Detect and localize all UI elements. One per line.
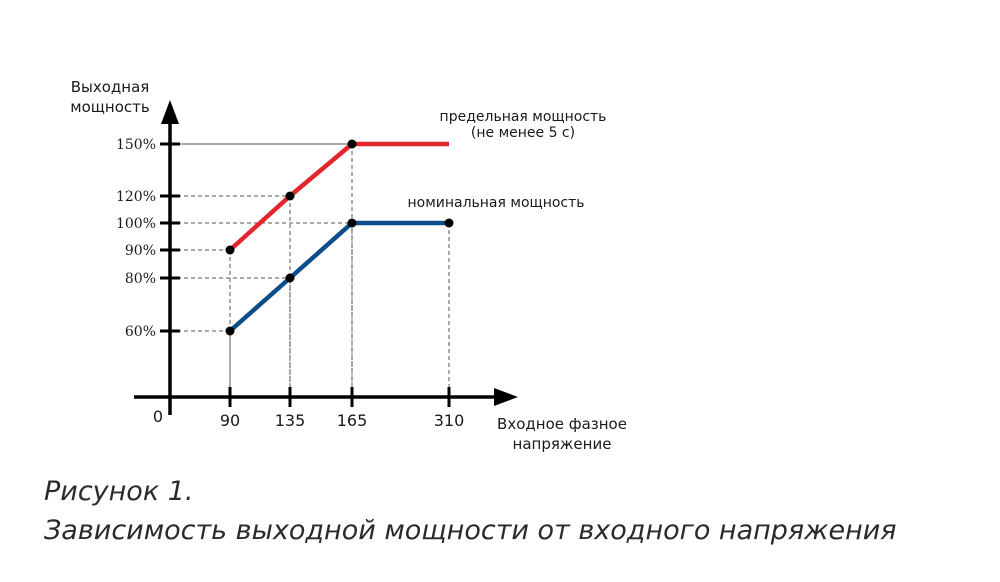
figure-caption: Зависимость выходной мощности от входног… bbox=[44, 515, 897, 546]
chart-labels: 60% 80% 90% 100% 120% 150% 90 135 165 310 0 Выходна… bbox=[70, 78, 627, 453]
data-point bbox=[285, 273, 295, 283]
data-point bbox=[444, 218, 454, 228]
series-label-limit: предельная мощность bbox=[440, 109, 607, 125]
x-axis-label: напряжение bbox=[513, 435, 612, 453]
data-point bbox=[225, 326, 235, 336]
series-label-limit-note: (не менее 5 с) bbox=[471, 125, 575, 141]
figure-number: Рисунок 1. bbox=[44, 476, 194, 507]
x-tick-label: 90 bbox=[220, 411, 240, 430]
axes bbox=[134, 100, 518, 415]
series-label-nominal: номинальная мощность bbox=[407, 195, 584, 211]
x-tick-label: 165 bbox=[337, 411, 368, 430]
series-line-limit bbox=[228, 141, 449, 252]
series-line-nominal bbox=[228, 220, 449, 333]
y-tick-label: 80% bbox=[125, 271, 156, 287]
x-axis-label: Входное фазное bbox=[497, 415, 627, 433]
y-axis-label: Выходная bbox=[71, 78, 150, 96]
series-layer bbox=[225, 139, 454, 336]
y-axis-arrow-icon bbox=[161, 100, 179, 124]
y-tick-label: 90% bbox=[125, 243, 156, 259]
x-tick-label: 135 bbox=[275, 411, 306, 430]
y-tick-label: 100% bbox=[116, 216, 156, 232]
power-voltage-chart: 60% 80% 90% 100% 120% 150% 90 135 165 310 0 Выходна… bbox=[70, 78, 627, 453]
y-tick-label: 150% bbox=[116, 137, 156, 153]
x-tick-label: 310 bbox=[434, 411, 465, 430]
data-point bbox=[347, 139, 357, 149]
origin-label: 0 bbox=[153, 407, 163, 426]
data-point bbox=[225, 245, 235, 255]
y-axis-label: мощность bbox=[70, 98, 149, 116]
y-tick-label: 120% bbox=[116, 189, 156, 205]
x-axis-arrow-icon bbox=[494, 388, 518, 406]
data-point bbox=[347, 218, 357, 228]
data-point bbox=[285, 191, 295, 201]
y-tick-label: 60% bbox=[125, 324, 156, 340]
